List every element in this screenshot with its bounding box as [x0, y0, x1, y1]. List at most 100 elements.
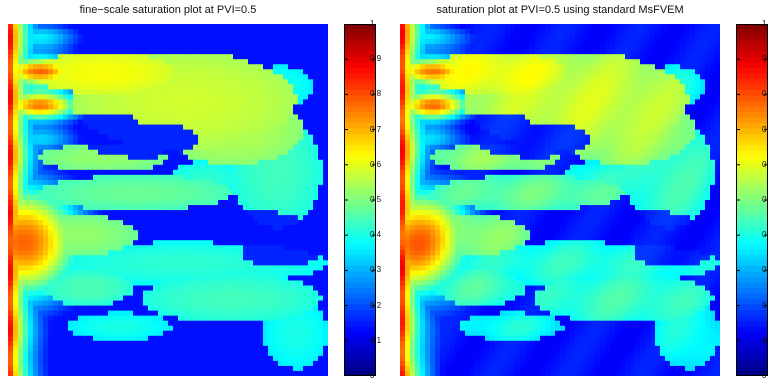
field-cell	[168, 124, 174, 130]
field-cell	[298, 104, 304, 110]
field-cell	[118, 360, 124, 367]
field-cell	[133, 39, 139, 45]
field-cell	[253, 74, 259, 80]
field-cell	[103, 215, 109, 221]
field-cell	[273, 64, 279, 70]
field-cell	[223, 169, 229, 176]
field-cell	[710, 29, 716, 35]
field-cell	[28, 300, 34, 306]
field-cell	[178, 64, 184, 70]
field-cell	[73, 235, 79, 241]
field-cell	[53, 34, 59, 40]
field-cell	[58, 174, 64, 181]
field-cell	[138, 215, 144, 221]
field-cell	[33, 240, 39, 246]
field-cell	[53, 184, 59, 191]
field-cell	[520, 49, 526, 55]
field-cell	[258, 54, 264, 60]
field-cell	[323, 260, 328, 266]
field-cell	[78, 124, 84, 130]
field-cell	[228, 174, 234, 181]
field-cell	[278, 89, 284, 95]
field-cell	[13, 179, 19, 186]
field-cell	[28, 94, 34, 100]
field-cell	[108, 154, 114, 161]
field-cell	[23, 355, 29, 362]
field-cell	[470, 29, 476, 35]
field-cell	[163, 230, 169, 236]
field-cell	[28, 64, 34, 70]
field-cell	[153, 290, 159, 296]
field-cell	[238, 89, 244, 95]
field-cell	[88, 139, 94, 146]
field-cell	[128, 79, 134, 85]
field-cell	[78, 335, 84, 342]
field-cell	[218, 169, 224, 176]
field-cell	[253, 39, 259, 45]
field-cell	[233, 149, 239, 156]
field-cell	[118, 164, 124, 171]
field-cell	[228, 205, 234, 211]
field-cell	[273, 220, 279, 226]
field-cell	[158, 335, 164, 342]
field-cell	[48, 230, 54, 236]
field-cell	[58, 139, 64, 146]
field-cell	[318, 139, 324, 146]
field-cell	[263, 94, 269, 100]
field-cell	[193, 215, 199, 221]
field-cell	[38, 109, 44, 115]
field-cell	[288, 194, 294, 201]
field-cell	[173, 69, 179, 75]
field-cell	[28, 119, 34, 125]
field-cell	[183, 104, 189, 110]
field-cell	[168, 245, 174, 251]
field-cell	[148, 335, 154, 342]
field-cell	[38, 74, 44, 80]
field-cell	[223, 139, 229, 146]
field-cell	[253, 139, 259, 146]
field-cell	[605, 34, 611, 40]
field-cell	[53, 99, 59, 105]
field-cell	[520, 44, 526, 50]
field-cell	[198, 325, 204, 332]
field-cell	[33, 179, 39, 186]
field-cell	[283, 350, 289, 357]
field-cell	[103, 355, 109, 362]
field-cell	[53, 270, 59, 276]
field-cell	[213, 59, 219, 65]
field-cell	[123, 89, 129, 95]
field-cell	[48, 315, 54, 322]
field-cell	[213, 270, 219, 276]
field-cell	[153, 44, 159, 50]
field-cell	[143, 114, 149, 120]
field-cell	[63, 194, 69, 201]
field-cell	[138, 300, 144, 306]
field-cell	[213, 260, 219, 266]
field-cell	[13, 144, 19, 151]
field-cell	[83, 320, 89, 327]
field-cell	[163, 275, 169, 281]
field-cell	[33, 295, 39, 301]
field-cell	[238, 320, 244, 327]
field-cell	[13, 89, 19, 95]
field-cell	[123, 340, 129, 347]
field-cell	[123, 350, 129, 357]
field-cell	[193, 164, 199, 171]
field-cell	[88, 295, 94, 301]
field-cell	[313, 124, 319, 130]
field-cell	[33, 290, 39, 296]
field-cell	[193, 350, 199, 357]
panel-msfvem: saturation plot at PVI=0.5 using standar…	[400, 0, 776, 383]
field-cell	[263, 164, 269, 171]
field-cell	[500, 54, 506, 60]
field-cell	[138, 24, 144, 30]
field-cell	[208, 159, 214, 166]
field-cell	[108, 109, 114, 115]
field-cell	[58, 134, 64, 141]
field-cell	[158, 295, 164, 301]
field-cell	[63, 84, 69, 90]
field-cell	[73, 74, 79, 80]
field-cell	[298, 245, 304, 251]
field-cell	[18, 99, 24, 105]
field-cell	[208, 44, 214, 50]
